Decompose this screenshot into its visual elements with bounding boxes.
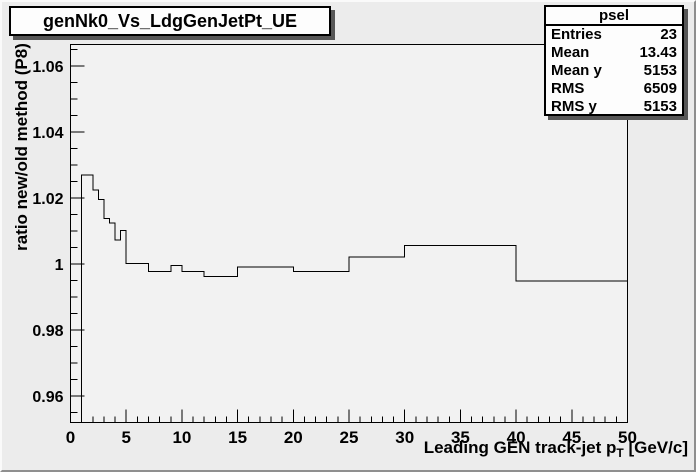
stats-value: 6509	[643, 80, 677, 97]
plot-title: genNk0_Vs_LdgGenJetPt_UE	[42, 10, 298, 31]
y-tick-label: 0.96	[32, 389, 63, 406]
stats-row-mean-y: Mean y 5153	[546, 62, 682, 80]
stats-label: RMS	[551, 80, 585, 97]
stats-value: 13.43	[639, 44, 677, 61]
x-tick-label: 45	[562, 428, 581, 447]
plot-frame	[70, 44, 628, 423]
stats-row-rms: RMS 6509	[546, 80, 682, 98]
x-tick-label: 20	[284, 428, 303, 447]
x-tick-label: 25	[340, 428, 359, 447]
x-tick-label: 10	[172, 428, 191, 447]
stats-row-entries: Entries 23	[546, 26, 682, 44]
y-tick-label: 1.02	[32, 191, 63, 208]
x-axis-title-unit: [GeV/c]	[623, 438, 688, 457]
stats-box-title: psel	[546, 7, 682, 26]
stats-value: 23	[660, 26, 677, 43]
x-axis-title-main: Leading GEN track-jet p	[423, 438, 617, 457]
x-tick-label: 15	[228, 428, 247, 447]
y-tick-label: 1.04	[32, 125, 63, 142]
stats-box[interactable]: psel Entries 23 Mean 13.43 Mean y 5153 R…	[544, 5, 684, 116]
stats-value: 5153	[643, 62, 677, 79]
stats-row-rms-y: RMS y 5153	[546, 98, 682, 116]
x-tick-label: 30	[395, 428, 414, 447]
x-axis-title: Leading GEN track-jet pT [GeV/c]	[423, 438, 688, 460]
stats-value: 5153	[643, 98, 677, 115]
histogram-line	[81, 174, 628, 423]
y-axis-title: ratio new/old method (P8)	[12, 43, 31, 251]
x-tick-label: 5	[121, 428, 130, 447]
y-tick-label: 0.98	[32, 323, 63, 340]
x-tick-label: 50	[618, 428, 637, 447]
stats-label: Mean	[551, 44, 590, 61]
stats-label: Mean y	[551, 62, 602, 79]
x-tick-label: 40	[507, 428, 526, 447]
y-tick-label: 1.06	[32, 59, 63, 76]
stats-label: Entries	[551, 26, 602, 43]
y-tick-label: 1	[55, 257, 64, 274]
stats-row-mean: Mean 13.43	[546, 44, 682, 62]
x-tick-label: 35	[451, 428, 470, 447]
x-axis-title-subscript: T	[616, 446, 624, 460]
title-box[interactable]: genNk0_Vs_LdgGenJetPt_UE	[9, 6, 331, 36]
x-tick-label: 0	[66, 428, 75, 447]
stats-label: RMS y	[551, 98, 597, 115]
